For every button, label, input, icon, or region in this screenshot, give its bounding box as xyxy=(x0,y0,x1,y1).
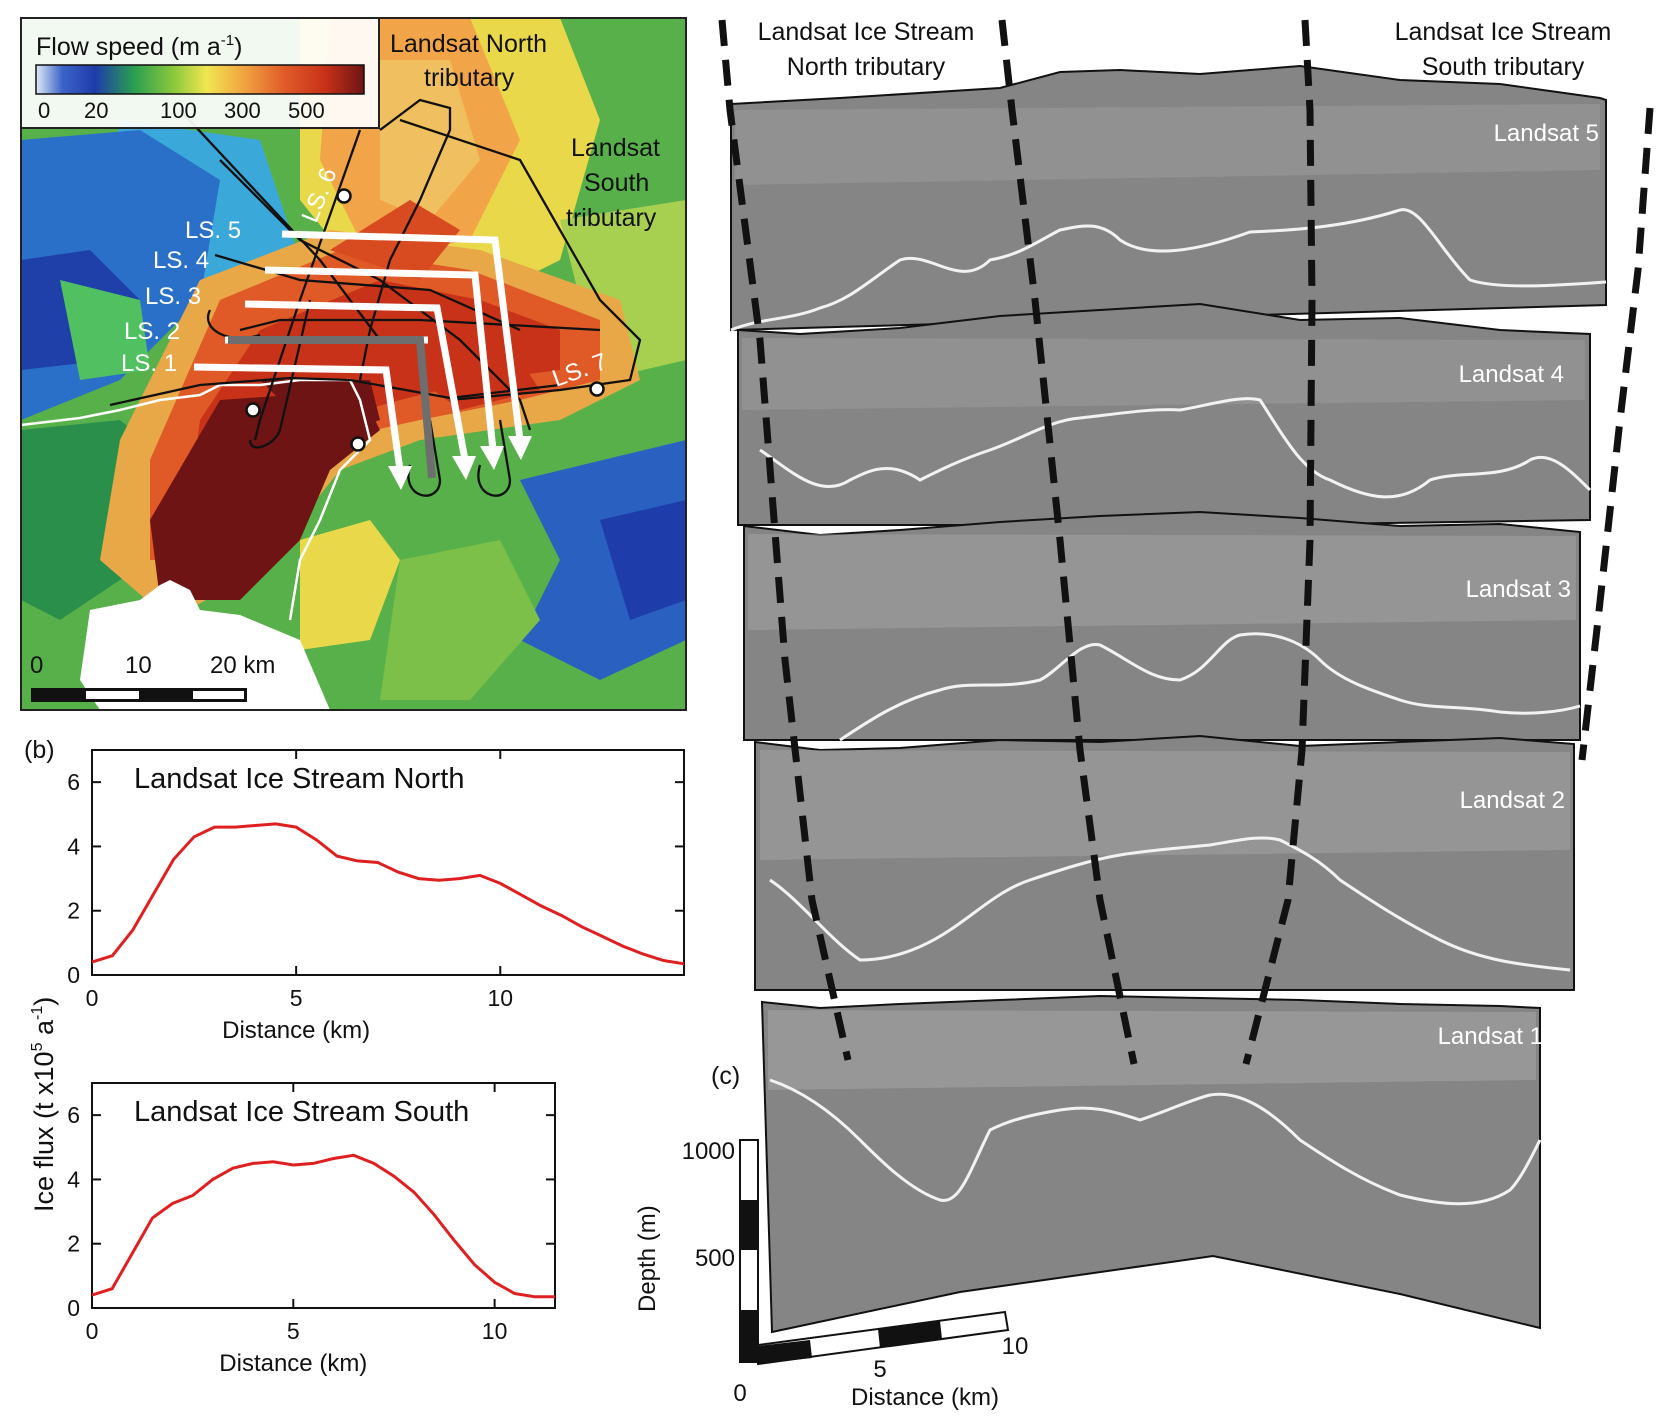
scalebar-10: 10 xyxy=(125,652,152,679)
section-label-landsat4: Landsat 4 xyxy=(1459,361,1564,388)
section-label-landsat2: Landsat 2 xyxy=(1460,787,1565,814)
scalebar-0: 0 xyxy=(30,652,43,679)
profile-label-ls3: LS. 3 xyxy=(145,283,201,310)
chart-north: 0 2 4 6 0 5 10 Landsat Ice Stream North Distance… xyxy=(67,749,685,1044)
profile-arrows xyxy=(193,230,524,471)
legend-tick-20: 20 xyxy=(84,98,108,123)
y-tick-label: 0 xyxy=(67,962,80,988)
chart-south: 0 2 4 6 0 5 10 Landsat Ice Stream South Distance… xyxy=(67,1082,556,1377)
y-tick-label: 6 xyxy=(67,769,80,795)
speed-colorbar xyxy=(35,64,365,95)
legend-tick-100: 100 xyxy=(160,98,197,123)
radargram-landsat1 xyxy=(760,994,1542,1334)
depth-tick-1000: 1000 xyxy=(682,1138,735,1165)
x-axis-label: Distance (km) xyxy=(222,1017,370,1044)
panel-b-label: (b) xyxy=(24,736,55,764)
north-header: Landsat Ice Stream xyxy=(758,18,975,46)
south-trib-label-3: tributary xyxy=(566,204,657,232)
chart-title: Landsat Ice Stream North xyxy=(134,763,464,795)
x-tick-label: 5 xyxy=(287,1318,300,1344)
panel-c: Landsat Ice Stream North tributary Lands… xyxy=(634,18,1654,1411)
section-label-landsat3: Landsat 3 xyxy=(1466,576,1571,603)
x-tick-label: 10 xyxy=(487,985,513,1011)
profile-ls2-line xyxy=(228,336,436,479)
radargram-landsat4 xyxy=(737,302,1592,526)
x-tick-label: 0 xyxy=(86,1318,99,1344)
flux-ylabel: Ice flux (t x105 a-1) xyxy=(29,997,59,1212)
radargram-landsat5 xyxy=(730,64,1607,332)
x-tick-label: 5 xyxy=(290,985,303,1011)
section-label-landsat1: Landsat 1 xyxy=(1438,1023,1543,1050)
north-header-2: North tributary xyxy=(787,53,946,81)
depth-axis-label: Depth (m) xyxy=(634,1205,661,1312)
depth-tick-500: 500 xyxy=(695,1245,735,1272)
y-tick-label: 4 xyxy=(67,833,80,859)
distance-tick-0: 0 xyxy=(733,1380,746,1407)
profile-label-ls5: LS. 5 xyxy=(185,217,241,244)
y-tick-label: 2 xyxy=(67,898,80,924)
scalebar-20: 20 km xyxy=(210,652,275,679)
legend-tick-0: 0 xyxy=(38,98,50,123)
speed-legend: Flow speed (m a-1) 0 20 100 300 500 xyxy=(20,17,380,129)
y-tick-label: 4 xyxy=(67,1166,80,1192)
radargram-landsat3 xyxy=(743,510,1581,742)
plot-frame xyxy=(91,749,685,976)
flux-series-line xyxy=(91,1153,555,1299)
distance-tick-5: 5 xyxy=(873,1356,886,1383)
south-trib-label: Landsat xyxy=(571,134,660,162)
station-markers xyxy=(245,188,605,452)
profile-label-ls1: LS. 1 xyxy=(121,350,177,377)
legend-title: Flow speed (m a-1) xyxy=(36,32,242,61)
tributary-boundaries xyxy=(718,19,1654,1065)
south-header: Landsat Ice Stream xyxy=(1395,18,1612,46)
panel-a-map: Flow speed (m a-1) 0 20 100 300 500 Land… xyxy=(20,17,687,711)
profile-label-ls2: LS. 2 xyxy=(124,318,180,345)
profile-label-ls4: LS. 4 xyxy=(153,247,209,274)
radar-distance-label: Distance (km) xyxy=(851,1384,999,1411)
y-tick-label: 6 xyxy=(67,1102,80,1128)
north-trib-label-2: tributary xyxy=(424,64,515,92)
plot-frame xyxy=(91,1082,556,1309)
panel-c-label: (c) xyxy=(711,1062,740,1090)
y-tick-label: 0 xyxy=(67,1295,80,1321)
south-header-2: South tributary xyxy=(1422,53,1585,81)
map-scalebar: 0 10 20 km xyxy=(30,652,275,702)
x-tick-label: 0 xyxy=(86,985,99,1011)
y-tick-label: 2 xyxy=(67,1231,80,1257)
section-label-landsat5: Landsat 5 xyxy=(1494,120,1599,147)
panel-b: (b) Ice flux (t x105 a-1) 0 2 4 6 0 5 10 Landsa… xyxy=(24,736,685,1377)
radargram-landsat2 xyxy=(754,734,1575,991)
legend-tick-300: 300 xyxy=(224,98,261,123)
north-trib-label: Landsat North xyxy=(390,30,547,58)
profile-arrowheads xyxy=(388,436,532,490)
south-trib-label-2: South xyxy=(584,169,649,197)
x-tick-label: 10 xyxy=(482,1318,508,1344)
flux-series-line xyxy=(91,822,685,966)
x-axis-label: Distance (km) xyxy=(219,1350,367,1377)
legend-tick-500: 500 xyxy=(288,98,325,123)
radargram-scale: 1000 500 Depth (m) 0 5 10 Distance (km) xyxy=(634,1138,1028,1411)
chart-title: Landsat Ice Stream South xyxy=(134,1096,469,1128)
distance-tick-10: 10 xyxy=(1002,1333,1029,1360)
